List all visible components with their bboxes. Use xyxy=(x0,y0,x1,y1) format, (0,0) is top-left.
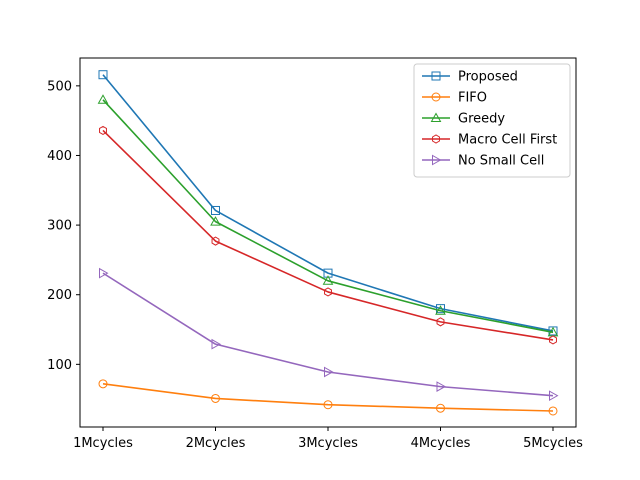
data-point xyxy=(99,267,109,279)
series-line xyxy=(102,129,554,341)
data-point xyxy=(436,304,445,314)
data-point xyxy=(324,287,332,297)
legend-entry: Macro Cell First xyxy=(422,133,557,148)
legend-marker xyxy=(432,134,440,144)
y-axis: 100 200 300 400 500 xyxy=(47,79,80,373)
series-line xyxy=(102,383,554,412)
data-point xyxy=(436,403,445,413)
series-3 xyxy=(99,125,557,345)
legend: Proposed FIFO Greedy Macro Cell First No Sma… xyxy=(413,63,571,178)
data-point xyxy=(211,338,222,350)
y-tick-label: 200 xyxy=(47,288,72,303)
data-point xyxy=(549,390,559,402)
legend-entry: Proposed xyxy=(422,70,518,85)
data-point xyxy=(436,317,445,327)
legend-label: Proposed xyxy=(458,70,518,85)
y-tick-label: 400 xyxy=(47,149,72,164)
data-point xyxy=(211,393,220,403)
data-point xyxy=(548,406,558,416)
data-point xyxy=(98,379,108,389)
legend-entry: FIFO xyxy=(422,91,487,106)
x-tick-label: 3Mcycles xyxy=(298,436,358,451)
y-tick-label: 100 xyxy=(47,358,72,373)
legend-label: FIFO xyxy=(458,91,487,106)
y-tick-label: 500 xyxy=(47,79,72,94)
legend-marker xyxy=(431,92,441,102)
series-2 xyxy=(97,94,559,337)
y-tick-label: 300 xyxy=(47,219,72,234)
data-point xyxy=(322,275,334,285)
legend-entry: Greedy xyxy=(422,112,505,127)
legend-marker xyxy=(432,154,442,166)
legend-label: No Small Cell xyxy=(458,154,544,169)
data-point xyxy=(436,381,447,392)
legend-marker xyxy=(431,71,441,81)
legend-label: Greedy xyxy=(458,112,505,127)
legend-entry: No Small Cell xyxy=(422,154,544,169)
series-line xyxy=(102,74,554,332)
legend-label: Macro Cell First xyxy=(458,133,557,148)
series-line xyxy=(102,272,554,397)
data-point xyxy=(99,125,107,135)
data-point xyxy=(549,335,557,345)
data-point xyxy=(98,70,108,80)
series-4 xyxy=(99,267,559,402)
legend-marker xyxy=(430,112,442,122)
data-point xyxy=(211,205,220,215)
series-layer xyxy=(97,70,559,416)
x-tick-label: 2Mcycles xyxy=(186,436,246,451)
x-tick-label: 1Mcycles xyxy=(73,436,133,451)
data-point xyxy=(210,216,221,226)
data-point xyxy=(323,400,333,410)
x-tick-label: 4Mcycles xyxy=(411,436,471,451)
data-point xyxy=(97,94,109,104)
x-tick-label: 5Mcycles xyxy=(523,436,583,451)
data-point xyxy=(435,305,446,315)
series-1 xyxy=(98,379,558,416)
legend-box xyxy=(413,63,571,178)
series-line xyxy=(102,99,554,334)
data-point xyxy=(324,366,334,378)
x-axis: 1Mcycles 2Mcycles 3Mcycles 4Mcycles 5Mcycles xyxy=(73,427,583,451)
data-point xyxy=(211,236,220,246)
